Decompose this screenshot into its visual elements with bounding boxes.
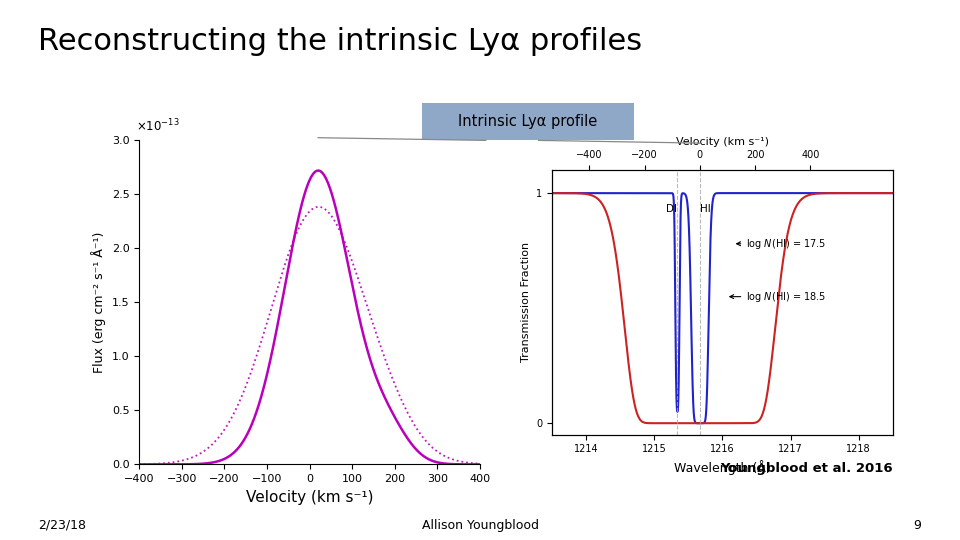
Text: HI: HI — [700, 204, 711, 213]
X-axis label: Velocity (km s⁻¹): Velocity (km s⁻¹) — [246, 490, 373, 505]
Text: 2/23/18: 2/23/18 — [38, 519, 86, 532]
Text: Youngblood et al. 2016: Youngblood et al. 2016 — [720, 462, 893, 475]
Text: Reconstructing the intrinsic Lyα profiles: Reconstructing the intrinsic Lyα profile… — [38, 27, 642, 56]
Text: log $N$(HI) = 18.5: log $N$(HI) = 18.5 — [730, 289, 827, 303]
Text: Allison Youngblood: Allison Youngblood — [421, 519, 539, 532]
Text: log $N$(HI) = 17.5: log $N$(HI) = 17.5 — [736, 237, 827, 251]
Y-axis label: Flux (erg cm⁻² s⁻¹ Å⁻¹): Flux (erg cm⁻² s⁻¹ Å⁻¹) — [91, 232, 107, 373]
Text: $\times10^{-13}$: $\times10^{-13}$ — [135, 117, 180, 134]
Y-axis label: Transmission Fraction: Transmission Fraction — [520, 242, 531, 362]
Text: 9: 9 — [914, 519, 922, 532]
Text: DI: DI — [666, 204, 677, 213]
X-axis label: Wavelength (Å): Wavelength (Å) — [674, 460, 771, 475]
Text: Intrinsic Lyα profile: Intrinsic Lyα profile — [458, 114, 598, 129]
X-axis label: Velocity (km s⁻¹): Velocity (km s⁻¹) — [676, 137, 769, 147]
